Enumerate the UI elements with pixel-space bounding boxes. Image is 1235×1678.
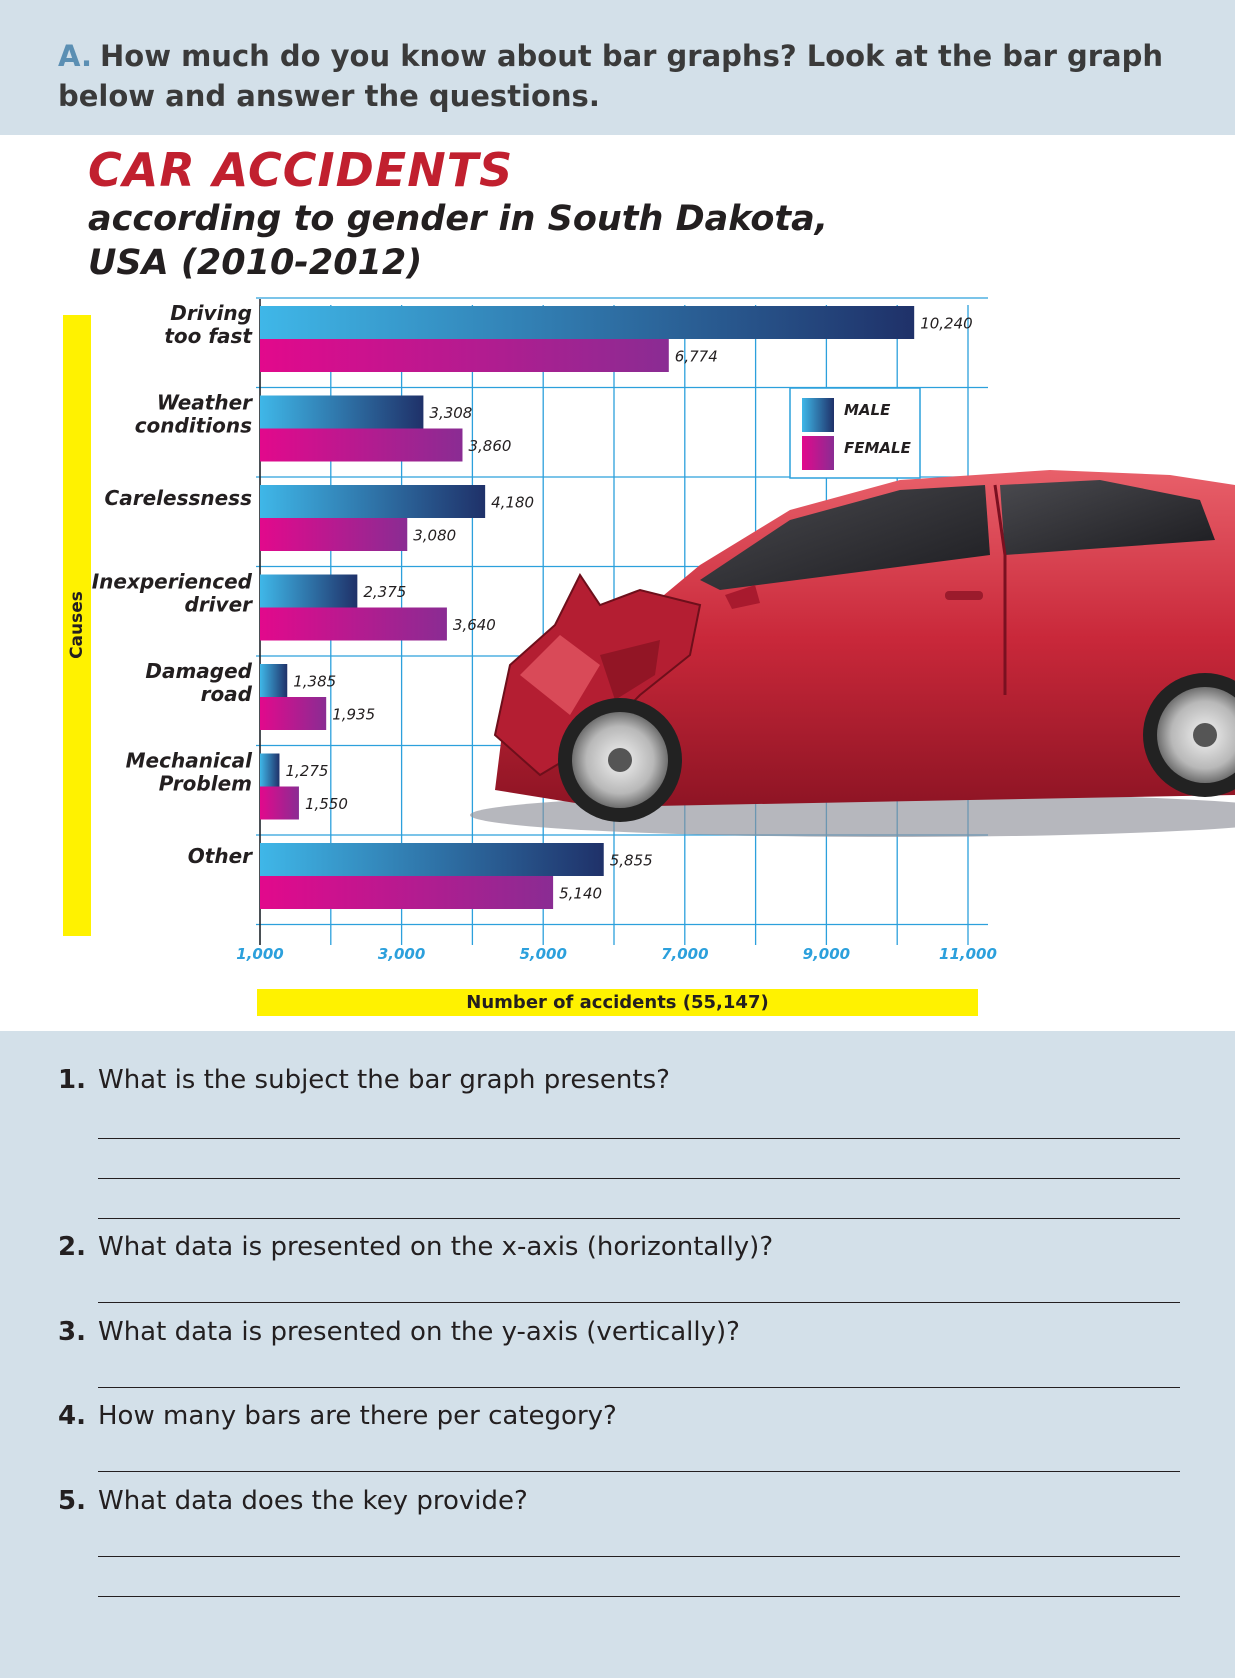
bar-male [260, 753, 280, 787]
question-number: 3. [58, 1317, 86, 1347]
x-tick-label: 11,000 [939, 945, 997, 963]
question-text: What data is presented on the y-axis (ve… [98, 1317, 740, 1347]
data-label: 1,550 [305, 795, 348, 813]
bar-female [260, 607, 447, 641]
question-5: 5. What data does the key provide? [58, 1486, 528, 1516]
data-label: 5,855 [610, 852, 653, 870]
data-label: 3,308 [429, 404, 472, 422]
legend-label: FEMALE [844, 439, 912, 457]
bar-female [260, 428, 463, 462]
bar-male [260, 306, 915, 339]
data-label: 1,935 [332, 706, 375, 724]
data-label: 6,774 [675, 348, 718, 366]
answer-line[interactable] [98, 1138, 1180, 1139]
data-label: 10,240 [920, 315, 973, 333]
chart-panel: CAR ACCIDENTS according to gender in Sou… [0, 135, 1235, 1031]
data-label: 2,375 [363, 583, 406, 601]
category-label: Inexperienced [92, 570, 253, 594]
car-door-line [993, 484, 1007, 695]
data-label: 1,275 [285, 762, 328, 780]
category-label: driver [185, 593, 254, 617]
answer-line[interactable] [98, 1218, 1180, 1219]
chart-subtitle: according to gender in South Dakota, USA… [88, 199, 829, 283]
category-label: Carelessness [105, 486, 253, 510]
question-number: 2. [58, 1232, 86, 1262]
category-label: conditions [135, 414, 252, 438]
category-label: Problem [159, 772, 252, 796]
question-2: 2. What data is presented on the x-axis (… [58, 1232, 773, 1262]
data-label: 3,640 [453, 616, 496, 634]
y-axis-band [63, 315, 91, 936]
car-window-rear [1000, 480, 1215, 555]
x-tick-label: 1,000 [236, 945, 283, 963]
x-tick-label: 9,000 [803, 945, 850, 963]
legend-swatch-female [802, 436, 834, 470]
answer-line[interactable] [98, 1302, 1180, 1303]
bar-chart: 1,000 3,000 5,000 7,000 9,000 11,000 10,240 6,7… [92, 297, 1235, 963]
data-label: 3,080 [413, 527, 456, 545]
instruction-body: How much do you know about bar graphs? L… [58, 39, 1164, 113]
x-tick-label: 5,000 [519, 945, 566, 963]
car-door-handle [945, 591, 983, 600]
category-label: too fast [164, 324, 253, 348]
question-text: What data does the key provide? [98, 1486, 528, 1516]
bar-female [260, 518, 408, 551]
category-label: Damaged [145, 659, 252, 683]
bar-male [260, 395, 424, 429]
answer-line[interactable] [98, 1387, 1180, 1388]
data-label: 3,860 [468, 437, 511, 455]
category-label: Weather [157, 391, 253, 415]
category-label: Driving [170, 301, 252, 325]
data-label: 5,140 [559, 885, 602, 903]
answer-line[interactable] [98, 1178, 1180, 1179]
bar-female [260, 697, 327, 730]
x-axis-band [257, 989, 978, 1016]
question-1: 1. What is the subject the bar graph pres… [58, 1065, 670, 1095]
answer-line[interactable] [98, 1596, 1180, 1597]
bar-male [260, 574, 358, 608]
chart-legend: MALE FEMALE [789, 387, 921, 479]
bar-male [260, 664, 288, 697]
question-text: What data is presented on the x-axis (ho… [98, 1232, 774, 1262]
legend-label: MALE [844, 401, 891, 419]
side-mirror [725, 585, 760, 609]
question-text: What is the subject the bar graph presen… [98, 1065, 670, 1095]
crashed-car-illustration [470, 470, 1235, 837]
x-tick-label: 7,000 [661, 945, 708, 963]
car-window-front [700, 485, 990, 590]
question-4: 4. How many bars are there per category? [58, 1401, 617, 1431]
car-body [495, 470, 1235, 807]
bar-female [260, 339, 669, 372]
instruction-text: A. How much do you know about bar graphs?… [58, 36, 1178, 116]
bar-female [260, 876, 554, 909]
chart-title: CAR ACCIDENTS [88, 143, 514, 197]
bar-male [260, 843, 604, 876]
question-number: 1. [58, 1065, 86, 1095]
x-axis-label: Number of accidents (55,147) [466, 992, 769, 1013]
bar-male [260, 485, 486, 518]
section-letter: A. [58, 39, 92, 73]
question-text: How many bars are there per category? [98, 1401, 617, 1431]
legend-swatch-male [802, 398, 834, 432]
bar-female [260, 786, 299, 820]
data-label: 1,385 [293, 673, 336, 691]
category-label: Other [188, 844, 253, 868]
question-3: 3. What data is presented on the y-axis (… [58, 1317, 740, 1347]
category-label: Mechanical [126, 749, 254, 773]
data-label: 4,180 [491, 494, 534, 512]
answer-line[interactable] [98, 1556, 1180, 1557]
x-tick-label: 3,000 [378, 945, 425, 963]
category-label: road [201, 682, 253, 706]
question-number: 4. [58, 1401, 86, 1431]
question-number: 5. [58, 1486, 86, 1516]
answer-line[interactable] [98, 1471, 1180, 1472]
instruction-header: A. How much do you know about bar graphs?… [0, 0, 1235, 135]
